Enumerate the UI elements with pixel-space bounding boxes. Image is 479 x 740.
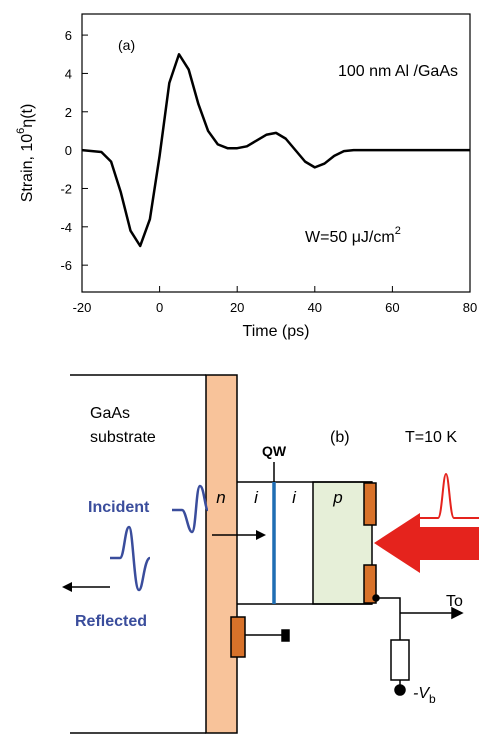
substrate-label: GaAs: [90, 405, 130, 422]
reflected-label: Reflected: [75, 613, 147, 630]
p-region: [312, 481, 373, 605]
arrow-head: [451, 606, 464, 620]
top-contact: [363, 482, 377, 526]
arrow-head: [256, 530, 266, 540]
y-tick-label: -2: [60, 181, 72, 196]
x-tick-label: -20: [73, 300, 92, 315]
resistor: [390, 639, 410, 681]
annotation: 100 nm Al /GaAs: [338, 63, 458, 80]
y-label-rest: η(t): [19, 104, 36, 128]
data-line: [81, 53, 470, 248]
pump-pulse: [418, 472, 479, 519]
y-tick-label: 0: [65, 143, 72, 158]
terminal: [281, 629, 290, 642]
y-tick-label: -6: [60, 258, 72, 273]
region-label: i: [292, 488, 297, 507]
fluence-text: W=50 μJ/cm: [305, 229, 395, 246]
temperature-label: T=10 K: [405, 429, 457, 446]
plot-frame: [81, 13, 471, 293]
bias-label: -Vb: [413, 685, 436, 706]
x-tick-label: 40: [308, 300, 322, 315]
reflected-pulse: [110, 525, 151, 592]
substrate-label: substrate: [90, 429, 156, 446]
y-axis-label: Strain, 106η(t): [15, 104, 36, 203]
output-label: To: [446, 593, 463, 610]
arrow-head: [62, 582, 72, 592]
bias-sub: b: [429, 692, 436, 706]
y-label-text: Strain, 10: [19, 134, 36, 203]
bottom-contact: [230, 616, 246, 658]
qw-label: QW: [262, 443, 287, 459]
wire: [376, 597, 401, 640]
fluence-label: W=50 μJ/cm2: [305, 225, 401, 246]
top-contact: [363, 564, 377, 604]
y-tick-label: 6: [65, 28, 72, 43]
laser-arrow: [374, 513, 479, 573]
x-axis-label: Time (ps): [243, 323, 310, 340]
region-label: n: [216, 488, 225, 507]
y-tick-label: 4: [65, 66, 72, 81]
y-label-sup: 6: [15, 128, 27, 134]
panel-label: (a): [118, 37, 135, 53]
x-tick-label: 0: [156, 300, 163, 315]
diagram: [62, 374, 479, 734]
y-tick-label: 2: [65, 105, 72, 120]
x-tick-label: 60: [385, 300, 399, 315]
panel-label: (b): [330, 429, 350, 446]
fluence-sup: 2: [395, 225, 401, 237]
incident-label: Incident: [88, 499, 150, 516]
region-label: p: [332, 488, 342, 507]
bias-text: -V: [413, 685, 430, 702]
region-label: i: [254, 488, 259, 507]
y-tick-label: -4: [60, 220, 72, 235]
incident-pulse: [172, 484, 210, 534]
n-contact-layer: [205, 374, 238, 734]
x-tick-label: 80: [463, 300, 477, 315]
x-tick-label: 20: [230, 300, 244, 315]
terminal: [394, 684, 406, 696]
